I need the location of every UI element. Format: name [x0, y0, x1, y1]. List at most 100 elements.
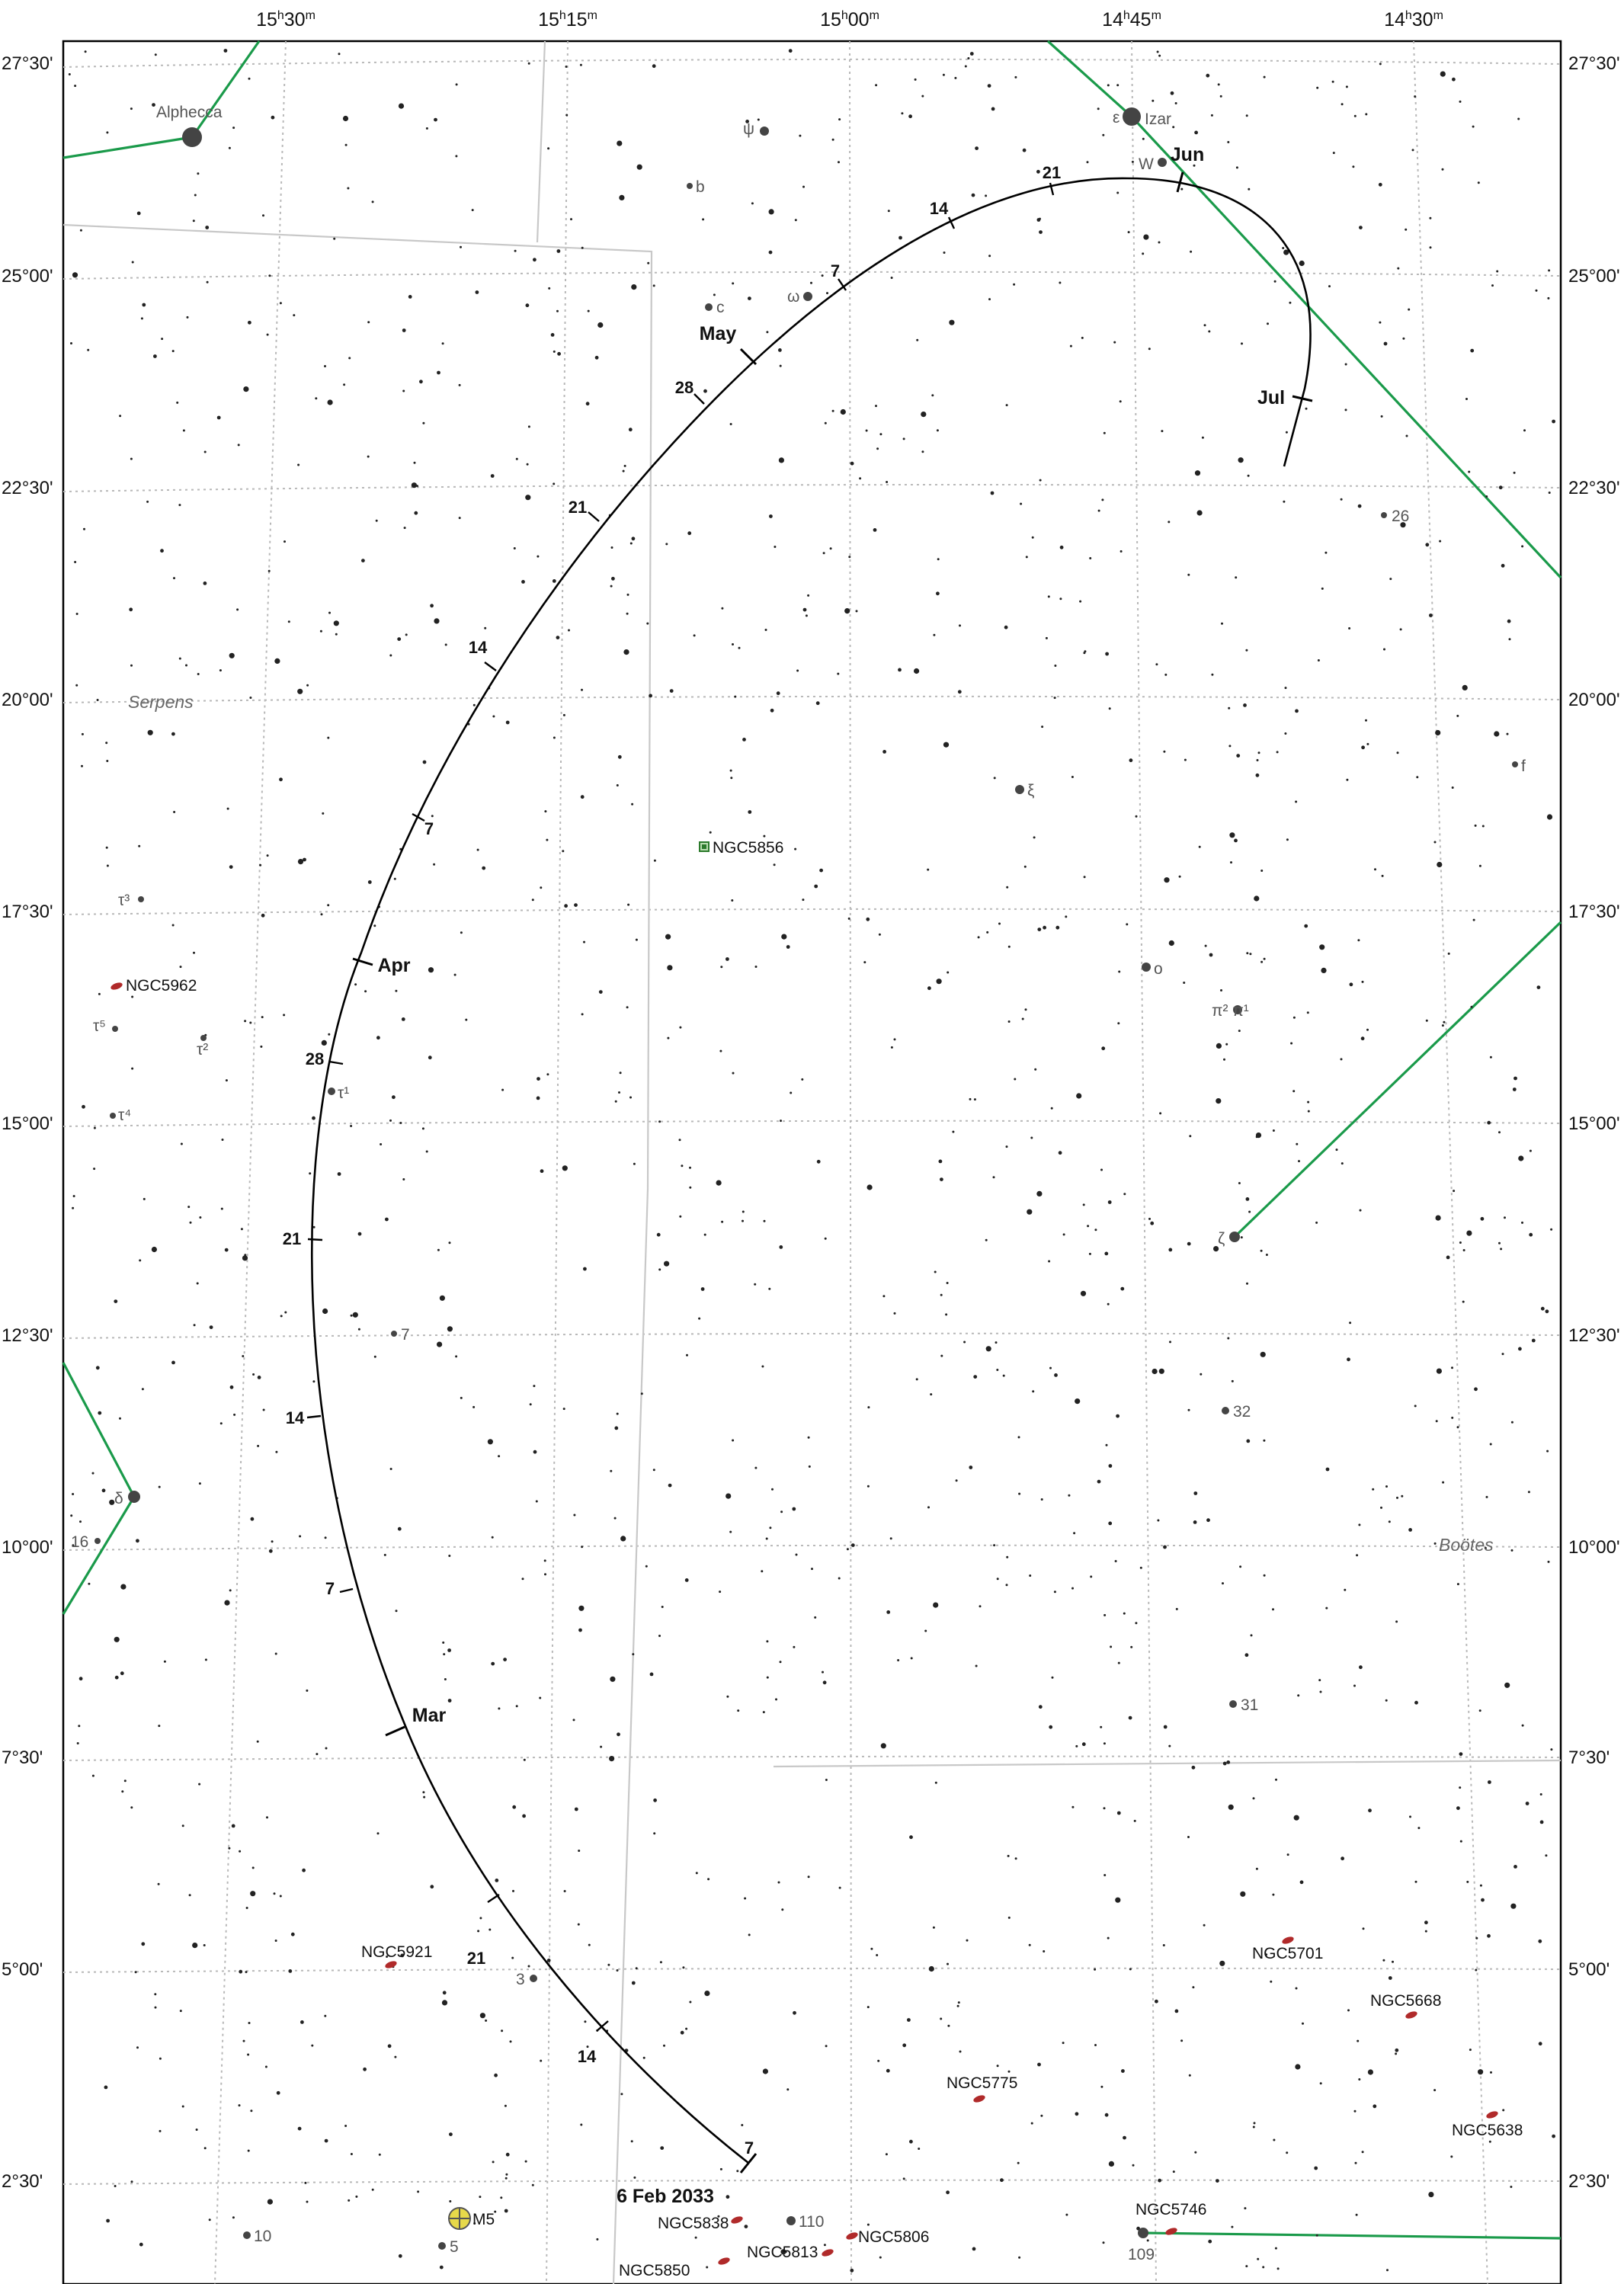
- field-star: [1094, 2044, 1097, 2046]
- field-star: [1079, 600, 1082, 603]
- field-star: [1007, 1854, 1010, 1857]
- cluster-core: [702, 844, 706, 849]
- field-star: [114, 1299, 118, 1303]
- field-star: [1240, 1236, 1243, 1239]
- field-star: [633, 1162, 636, 1165]
- field-star: [1116, 1811, 1121, 1815]
- field-star: [764, 629, 767, 631]
- field-star: [730, 777, 733, 780]
- field-star: [98, 992, 101, 995]
- field-star: [1101, 1046, 1106, 1051]
- star-label: δ: [114, 1490, 123, 1507]
- field-star: [425, 1150, 428, 1153]
- field-star: [504, 2177, 508, 2180]
- field-star: [780, 2249, 786, 2255]
- field-star: [1100, 1725, 1103, 1728]
- field-star: [957, 690, 962, 694]
- field-star: [335, 633, 338, 636]
- field-star: [556, 309, 559, 312]
- star-label: 5: [450, 2238, 459, 2256]
- field-star: [181, 1824, 184, 1828]
- field-star: [822, 1671, 824, 1674]
- field-star: [700, 1287, 705, 1291]
- field-star: [898, 235, 902, 240]
- field-star: [586, 2045, 589, 2049]
- field-star: [788, 49, 793, 53]
- field-star: [1118, 970, 1121, 973]
- field-star: [897, 1659, 900, 1661]
- field-star: [141, 1942, 146, 1946]
- field-star: [232, 127, 235, 130]
- field-star: [460, 931, 463, 934]
- field-star: [1243, 703, 1247, 707]
- field-star: [1192, 1986, 1195, 1989]
- field-star: [890, 277, 893, 279]
- field-star: [805, 614, 808, 617]
- dec-axis: 27°30' 27°30'25°00' 25°00'22°30' 22°30'20°0…: [2, 53, 1620, 2192]
- field-star: [1513, 1865, 1517, 1869]
- field-star: [716, 1180, 722, 1186]
- field-star: [400, 1953, 405, 1958]
- field-star: [196, 1282, 199, 1285]
- field-star: [527, 1965, 530, 1968]
- field-star: [1344, 408, 1347, 412]
- field-star: [491, 1661, 495, 1666]
- field-star: [1260, 870, 1264, 872]
- field-star: [993, 1544, 996, 1547]
- field-star: [1201, 436, 1204, 439]
- field-star: [996, 2065, 999, 2068]
- field-star: [447, 1648, 451, 1652]
- field-star: [1007, 2070, 1011, 2073]
- star-dot: [1229, 1700, 1237, 1708]
- field-star: [954, 76, 957, 79]
- field-star: [613, 1517, 617, 1520]
- field-star: [1354, 2161, 1357, 2164]
- field-star: [498, 1455, 501, 1458]
- field-star: [623, 464, 626, 467]
- field-star: [328, 611, 331, 614]
- field-star: [179, 966, 182, 969]
- field-star: [1344, 363, 1347, 366]
- field-star: [719, 1049, 722, 1052]
- field-star: [403, 527, 406, 530]
- field-star: [610, 546, 613, 549]
- field-star: [838, 1577, 841, 1580]
- field-star: [780, 1510, 783, 1514]
- field-star: [367, 321, 370, 324]
- field-star: [123, 1779, 127, 1783]
- field-star: [1068, 1494, 1071, 1497]
- field-star: [228, 146, 231, 149]
- field-star: [219, 1422, 223, 1425]
- field-star: [245, 1907, 248, 1909]
- field-star: [786, 2088, 790, 2091]
- field-star: [1462, 684, 1468, 691]
- field-star: [484, 626, 487, 629]
- field-star: [1550, 1748, 1553, 1751]
- field-star: [460, 1396, 463, 1399]
- field-star: [1297, 1694, 1300, 1697]
- field-star: [511, 1956, 514, 1959]
- field-star: [472, 703, 476, 706]
- field-star: [146, 500, 149, 503]
- field-star: [138, 844, 141, 847]
- field-star: [131, 261, 134, 264]
- field-star: [70, 342, 72, 344]
- field-star: [154, 53, 157, 56]
- field-star: [617, 754, 622, 759]
- field-star: [1435, 729, 1441, 736]
- field-star: [1020, 502, 1023, 505]
- field-star: [479, 2196, 482, 2199]
- field-star: [1007, 1916, 1011, 1919]
- star-dot: [182, 127, 202, 147]
- field-star: [333, 620, 339, 626]
- field-star: [645, 1565, 648, 1568]
- field-star: [1221, 622, 1223, 625]
- field-star: [901, 112, 904, 115]
- field-star: [279, 302, 282, 305]
- field-star: [238, 2104, 241, 2107]
- field-star: [1246, 1439, 1251, 1443]
- path-day-label: 14: [469, 638, 488, 657]
- star-label: ξ: [1027, 782, 1034, 799]
- field-star: [1005, 404, 1008, 407]
- field-star: [106, 131, 109, 134]
